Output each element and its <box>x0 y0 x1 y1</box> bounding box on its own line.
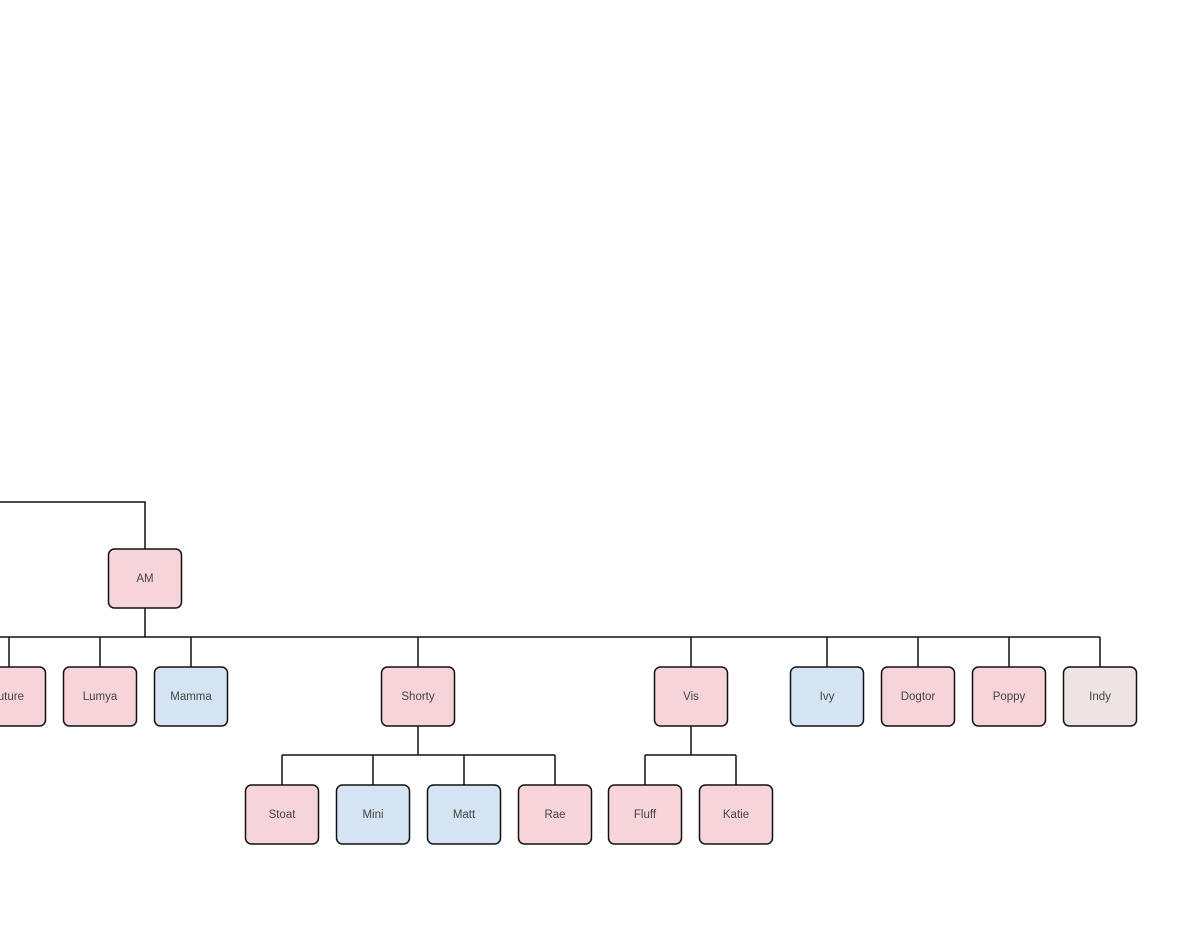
node-box <box>107 548 183 609</box>
node-label: Fluff <box>634 809 657 821</box>
node-box <box>880 666 956 727</box>
connector <box>0 608 1101 667</box>
person-node: Rae <box>517 784 593 845</box>
person-node: uture <box>0 666 47 727</box>
node-box <box>971 666 1047 727</box>
node-box <box>380 666 456 727</box>
person-node: Matt <box>426 784 502 845</box>
person-node: Mamma <box>153 666 229 727</box>
node-box <box>517 784 593 845</box>
person-node: Shorty <box>380 666 456 727</box>
person-node: Ivy <box>789 666 865 727</box>
node-label: Indy <box>1089 691 1111 703</box>
node-box <box>1062 666 1138 727</box>
node-label: Ivy <box>820 691 835 703</box>
node-label: Lumya <box>83 691 118 703</box>
connector <box>0 501 146 549</box>
connectors <box>0 501 1101 785</box>
connector <box>281 726 556 785</box>
person-node: Stoat <box>244 784 320 845</box>
node-box <box>426 784 502 845</box>
node-label: Dogtor <box>901 691 936 703</box>
node-label: Katie <box>723 809 749 821</box>
node-label: Rae <box>544 809 565 821</box>
node-box <box>0 666 47 727</box>
node-label: AM <box>136 573 153 585</box>
node-box <box>789 666 865 727</box>
person-node: Vis <box>653 666 729 727</box>
node-label: Mini <box>362 809 383 821</box>
node-label: Matt <box>453 809 476 821</box>
connector <box>644 726 737 785</box>
nodes: AM uture Lumya Mamma Shorty Vis Ivy Dogtor Poppy… <box>0 548 1138 845</box>
node-label: Stoat <box>269 809 297 821</box>
node-box <box>607 784 683 845</box>
node-label: Shorty <box>401 691 434 703</box>
person-node: Poppy <box>971 666 1047 727</box>
node-box <box>335 784 411 845</box>
node-box <box>62 666 138 727</box>
node-label: uture <box>0 691 24 703</box>
node-label: Vis <box>683 691 699 703</box>
person-node: Lumya <box>62 666 138 727</box>
node-label: Mamma <box>170 691 212 703</box>
node-box <box>153 666 229 727</box>
person-node: Fluff <box>607 784 683 845</box>
node-box <box>653 666 729 727</box>
person-node: Indy <box>1062 666 1138 727</box>
person-node: Mini <box>335 784 411 845</box>
person-node: Katie <box>698 784 774 845</box>
node-box <box>698 784 774 845</box>
node-label: Poppy <box>993 691 1026 703</box>
node-box <box>244 784 320 845</box>
person-node: Dogtor <box>880 666 956 727</box>
person-node: AM <box>107 548 183 609</box>
